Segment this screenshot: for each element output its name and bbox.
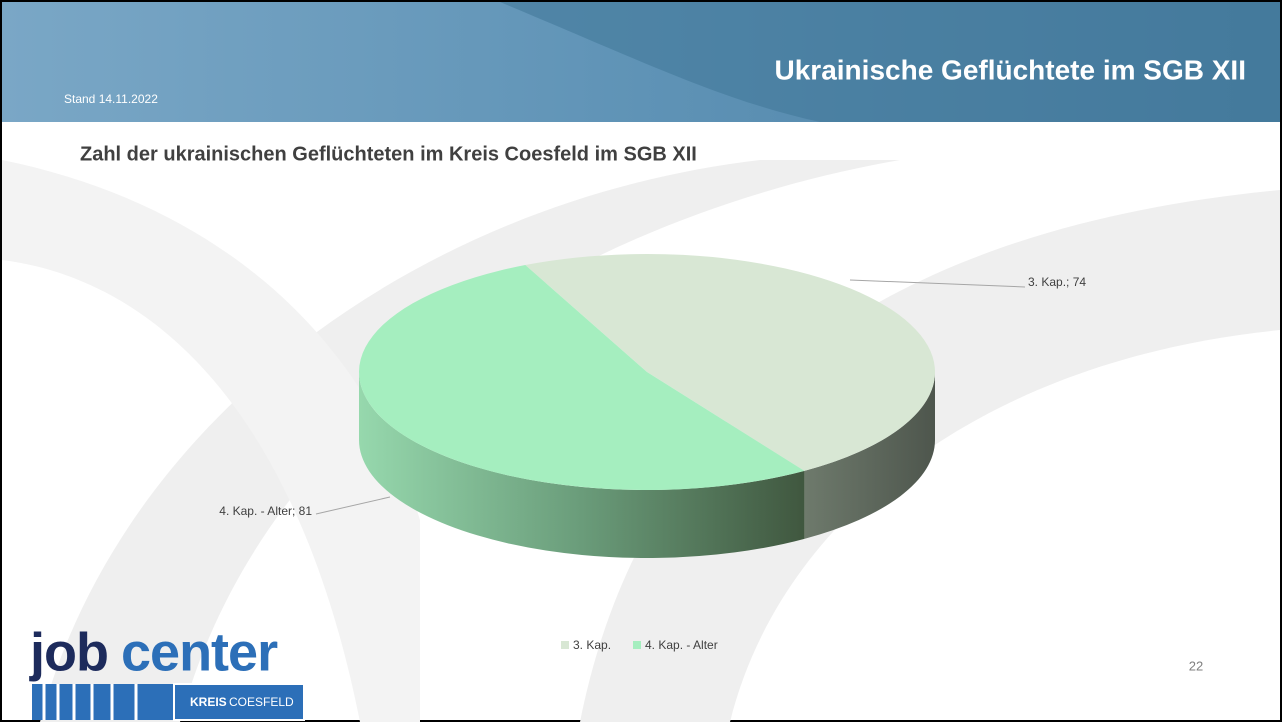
legend-label: 3. Kap. bbox=[573, 638, 611, 652]
logo-center: center bbox=[121, 622, 278, 682]
legend-label: 4. Kap. - Alter bbox=[645, 638, 718, 652]
logo-kreis: KREIS bbox=[190, 695, 227, 709]
logo-box bbox=[173, 683, 305, 721]
legend-swatch bbox=[561, 641, 569, 649]
header-shade bbox=[500, 2, 1280, 122]
slice-side bbox=[804, 372, 935, 539]
legend: 3. Kap. 4. Kap. - Alter bbox=[561, 638, 718, 652]
page-number: 22 bbox=[1189, 658, 1203, 673]
pie-chart: 3. Kap.; 74 4. Kap. - Alter; 81 bbox=[219, 254, 1086, 558]
chart-title: Zahl der ukrainischen Geflüchteten im Kr… bbox=[80, 143, 697, 165]
leader-line bbox=[315, 496, 391, 515]
slice-side bbox=[359, 372, 805, 558]
slice bbox=[358, 265, 805, 490]
data-label: 3. Kap.; 74 bbox=[1028, 275, 1086, 289]
data-label: 4. Kap. - Alter; 81 bbox=[219, 504, 312, 518]
background-swoosh bbox=[2, 160, 420, 722]
logo-coesfeld: COESFELD bbox=[229, 695, 294, 709]
background-swoosh bbox=[580, 190, 1280, 722]
logo-stripe-lines bbox=[42, 684, 138, 720]
slice bbox=[525, 254, 935, 471]
background-swoosh bbox=[40, 160, 900, 722]
logo-job: job bbox=[29, 622, 108, 682]
slide-date: Stand 14.11.2022 bbox=[64, 92, 158, 106]
leader-line bbox=[849, 279, 1026, 288]
legend-swatch bbox=[633, 641, 641, 649]
logo: job center KREIS COESFELD bbox=[29, 622, 305, 721]
slide-title: Ukrainische Geflüchtete im SGB XII bbox=[775, 54, 1246, 85]
logo-stripes bbox=[32, 684, 174, 720]
